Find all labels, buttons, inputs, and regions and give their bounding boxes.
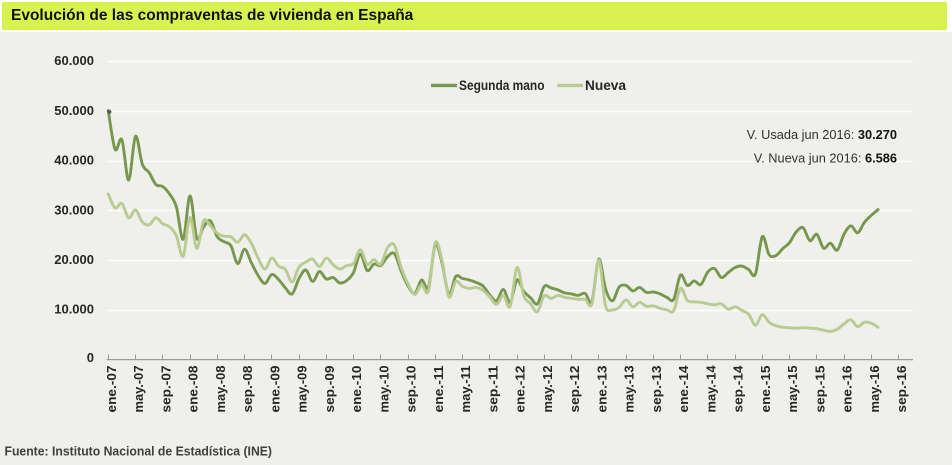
svg-text:may.-10: may.-10 <box>376 366 391 413</box>
svg-text:50.000: 50.000 <box>54 103 94 118</box>
svg-text:may.-11: may.-11 <box>458 366 473 413</box>
svg-text:may.-15: may.-15 <box>785 366 800 413</box>
svg-text:10.000: 10.000 <box>54 302 94 317</box>
svg-text:may.-07: may.-07 <box>131 366 146 413</box>
svg-text:Fuente: Instituto Nacional de: Fuente: Instituto Nacional de Estadístic… <box>5 445 273 459</box>
svg-text:sep.-12: sep.-12 <box>567 366 582 413</box>
svg-text:ene.-08: ene.-08 <box>186 366 201 413</box>
svg-text:sep.-10: sep.-10 <box>404 366 419 413</box>
svg-text:40.000: 40.000 <box>54 153 94 168</box>
svg-text:may.-13: may.-13 <box>622 366 637 413</box>
svg-text:ene.-10: ene.-10 <box>349 366 364 413</box>
svg-text:60.000: 60.000 <box>54 53 94 68</box>
svg-text:ene.-16: ene.-16 <box>840 366 855 413</box>
svg-text:ene.-12: ene.-12 <box>513 366 528 413</box>
svg-text:V. Nueva jun 2016: 6.586: V. Nueva jun 2016: 6.586 <box>754 151 897 166</box>
svg-text:sep.-16: sep.-16 <box>894 366 909 413</box>
svg-text:20.000: 20.000 <box>54 252 94 267</box>
svg-text:sep.-08: sep.-08 <box>240 366 255 413</box>
svg-text:may.-12: may.-12 <box>540 366 555 413</box>
svg-text:ene.-11: ene.-11 <box>431 366 446 413</box>
svg-text:sep.-15: sep.-15 <box>812 366 827 413</box>
svg-text:sep.-14: sep.-14 <box>731 365 746 413</box>
svg-text:sep.-13: sep.-13 <box>649 366 664 413</box>
svg-text:0: 0 <box>87 350 94 365</box>
svg-text:Segunda mano: Segunda mano <box>459 77 545 93</box>
svg-text:ene.-07: ene.-07 <box>104 366 119 413</box>
svg-text:V. Usada jun 2016: 30.270: V. Usada jun 2016: 30.270 <box>747 127 897 142</box>
svg-text:ene.-09: ene.-09 <box>267 366 282 413</box>
svg-text:may.-09: may.-09 <box>295 366 310 413</box>
svg-text:ene.-15: ene.-15 <box>758 366 773 413</box>
svg-text:sep.-07: sep.-07 <box>158 366 173 413</box>
svg-text:may.-08: may.-08 <box>213 366 228 413</box>
svg-text:Nueva: Nueva <box>585 77 626 93</box>
svg-text:may.-14: may.-14 <box>703 365 718 413</box>
svg-text:ene.-14: ene.-14 <box>676 365 691 413</box>
svg-text:sep.-09: sep.-09 <box>322 366 337 413</box>
svg-text:30.000: 30.000 <box>54 202 94 217</box>
svg-text:may.-16: may.-16 <box>867 366 882 413</box>
svg-text:sep.-11: sep.-11 <box>485 366 500 413</box>
svg-text:ene.-13: ene.-13 <box>594 366 609 413</box>
